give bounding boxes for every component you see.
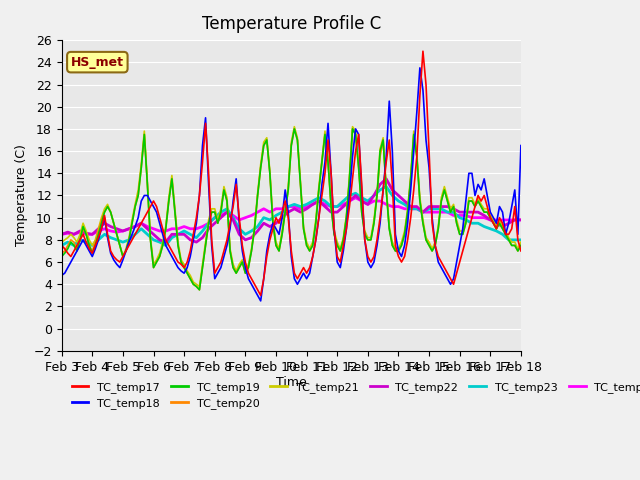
TC_temp21 [58,239,65,245]
TC_temp21 [355,162,362,168]
TC_temp22 [58,231,65,237]
Legend: TC_temp17, TC_temp18, TC_temp19, TC_temp20, TC_temp21, TC_temp22, TC_temp23, TC_: TC_temp17, TC_temp18, TC_temp19, TC_temp… [67,377,640,414]
TC_temp20 [223,198,231,204]
TC_temp18 [220,253,228,259]
TC_temp22 [100,220,108,226]
TC_temp17 [514,237,522,243]
TC_temp17 [382,159,390,165]
TC_temp17 [257,292,264,298]
X-axis label: Time: Time [276,376,307,389]
TC_temp19 [196,287,204,293]
TC_temp24 [58,231,65,237]
TC_temp21 [284,184,292,190]
TC_temp24 [100,226,108,232]
TC_temp22 [382,176,390,182]
Line: TC_temp22: TC_temp22 [61,179,521,242]
TC_temp17 [352,148,360,154]
TC_temp18 [416,65,424,71]
Y-axis label: Temperature (C): Temperature (C) [15,144,28,246]
TC_temp23 [364,198,372,204]
Text: HS_met: HS_met [71,56,124,69]
Line: TC_temp21: TC_temp21 [61,127,521,287]
TC_temp19 [385,226,393,232]
TC_temp21 [517,239,525,245]
TC_temp20 [196,287,204,293]
TC_temp19 [355,165,362,170]
TC_temp17 [284,215,292,220]
TC_temp17 [58,242,65,248]
TC_temp19 [223,198,231,204]
TC_temp18 [339,248,347,254]
TC_temp19 [291,126,298,132]
TC_temp20 [284,187,292,193]
TC_temp18 [517,143,525,148]
TC_temp19 [342,215,350,220]
TC_temp17 [220,248,228,254]
TC_temp23 [100,231,108,237]
TC_temp18 [352,126,360,132]
TC_temp19 [517,242,525,248]
TC_temp22 [438,204,445,209]
TC_temp23 [352,191,360,196]
TC_temp21 [291,124,298,130]
TC_temp22 [370,192,378,198]
TC_temp24 [370,198,378,204]
TC_temp19 [58,253,65,259]
TC_temp17 [419,48,427,54]
TC_temp20 [291,126,298,132]
Line: TC_temp17: TC_temp17 [61,51,521,295]
TC_temp24 [296,206,304,212]
TC_temp20 [58,250,65,256]
TC_temp20 [517,242,525,248]
TC_temp20 [355,165,362,170]
TC_temp18 [514,231,522,237]
TC_temp24 [517,217,525,223]
TC_temp22 [303,206,310,212]
Line: TC_temp18: TC_temp18 [61,68,521,301]
TC_temp24 [217,213,225,218]
TC_temp19 [284,187,292,193]
TC_temp20 [514,248,522,254]
TC_temp18 [284,209,292,215]
TC_temp17 [517,248,525,254]
TC_temp24 [352,195,360,201]
TC_temp18 [257,298,264,304]
TC_temp21 [196,284,204,289]
Line: TC_temp24: TC_temp24 [61,198,521,234]
TC_temp21 [514,246,522,252]
Title: Temperature Profile C: Temperature Profile C [202,15,381,33]
TC_temp23 [517,237,525,243]
TC_temp23 [382,184,390,190]
TC_temp22 [223,209,231,215]
Line: TC_temp19: TC_temp19 [61,129,521,290]
TC_temp23 [58,242,65,248]
Line: TC_temp23: TC_temp23 [61,187,521,245]
TC_temp23 [296,204,304,209]
TC_temp17 [339,242,347,248]
TC_temp24 [431,209,439,215]
Line: TC_temp20: TC_temp20 [61,129,521,290]
TC_temp19 [514,248,522,254]
TC_temp20 [342,215,350,220]
TC_temp22 [517,217,525,223]
TC_temp21 [342,213,350,218]
TC_temp22 [162,239,170,245]
TC_temp18 [382,154,390,159]
TC_temp20 [385,226,393,232]
TC_temp24 [358,198,365,204]
TC_temp18 [58,273,65,278]
TC_temp22 [358,198,365,204]
TC_temp21 [223,195,231,201]
TC_temp23 [217,209,225,215]
TC_temp21 [385,224,393,229]
TC_temp23 [431,206,439,212]
